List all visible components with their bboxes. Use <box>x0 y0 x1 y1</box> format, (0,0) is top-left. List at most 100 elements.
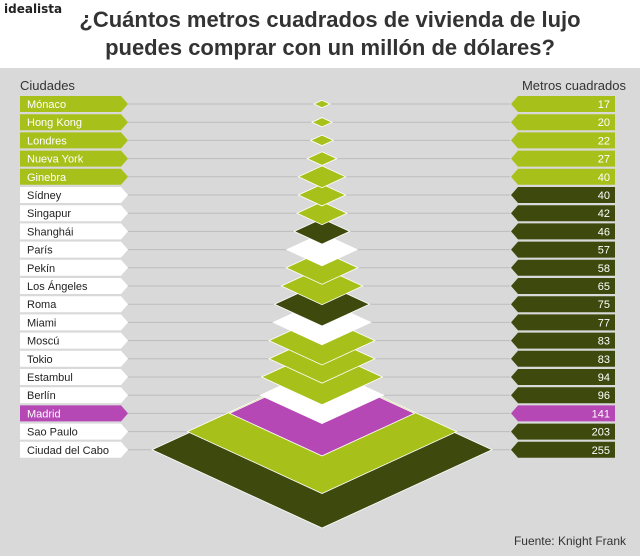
header: idealista ¿Cuántos metros cuadrados de v… <box>0 0 640 68</box>
value-label: 141 <box>592 408 610 420</box>
source-note: Fuente: Knight Frank <box>513 534 626 548</box>
value-label: 94 <box>598 372 610 384</box>
city-label: Pekín <box>27 263 55 275</box>
value-label-box <box>511 369 615 385</box>
city-label-box <box>20 405 128 422</box>
city-label-box <box>20 168 128 185</box>
city-label-box <box>20 96 128 112</box>
pyramid-diamond <box>285 250 359 285</box>
city-label: Miami <box>27 317 56 329</box>
city-label-box <box>20 423 128 440</box>
pyramid-diamond <box>313 99 331 109</box>
value-label: 65 <box>598 281 610 293</box>
city-label-box <box>20 132 128 149</box>
pyramid-diamond <box>311 117 333 128</box>
city-label: París <box>27 245 53 257</box>
city-label: Sídney <box>27 190 62 202</box>
city-label: Los Ángeles <box>27 280 88 293</box>
city-label: Ciudad del Cabo <box>27 445 109 457</box>
city-label-box <box>20 150 128 167</box>
city-label-box <box>20 241 128 258</box>
pyramid-diamond <box>280 266 364 306</box>
city-label-box <box>20 387 128 404</box>
city-label: Ginebra <box>27 172 67 184</box>
value-label: 255 <box>592 445 610 457</box>
value-label: 75 <box>598 299 610 311</box>
city-label: Mónaco <box>27 99 66 111</box>
value-label-box <box>511 96 615 112</box>
city-label-box <box>20 314 128 331</box>
value-label-box <box>511 387 615 404</box>
value-label-box <box>511 132 615 149</box>
city-label: Roma <box>27 299 57 311</box>
city-label: Nueva York <box>27 154 84 166</box>
city-label-box <box>20 205 128 222</box>
city-label: Hong Kong <box>27 117 82 129</box>
value-label: 17 <box>598 99 610 111</box>
city-label: Berlín <box>27 390 56 402</box>
value-label-box <box>511 405 615 422</box>
city-label-box <box>20 441 128 458</box>
value-label-box <box>511 314 615 331</box>
cities-header: Ciudades <box>20 78 75 93</box>
value-label-box <box>511 241 615 258</box>
pyramid-diamond <box>297 165 347 189</box>
value-label-box <box>511 223 615 240</box>
value-label: 203 <box>592 427 610 439</box>
value-label: 20 <box>598 117 610 129</box>
value-label: 22 <box>598 135 610 147</box>
chart-rows: Mónaco 17 Hong Kong 20 Londres 22 Nueva York 27… <box>20 96 615 458</box>
pyramid-diamond <box>293 218 351 245</box>
value-label-box <box>511 114 615 131</box>
city-label: Londres <box>27 135 67 147</box>
pyramid-diamond <box>285 232 359 267</box>
value-label-box <box>511 423 615 440</box>
pyramid-diamond <box>309 134 335 147</box>
value-label-box <box>511 441 615 458</box>
title-line-1: ¿Cuántos metros cuadrados de vivienda de… <box>79 7 581 32</box>
value-label-box <box>511 150 615 167</box>
value-label: 40 <box>598 172 610 184</box>
value-label-box <box>511 205 615 222</box>
value-label: 77 <box>598 317 610 329</box>
city-label-box <box>20 296 128 313</box>
value-label-box <box>511 259 615 276</box>
brand-logo: idealista <box>4 2 63 16</box>
city-label-box <box>20 223 128 240</box>
pyramid-diamond <box>306 151 338 166</box>
value-label: 46 <box>598 226 610 238</box>
city-label-box <box>20 187 128 203</box>
city-label-box <box>20 114 128 131</box>
pyramid-diamond <box>297 183 347 207</box>
square-meters-header: Metros cuadrados <box>521 78 626 93</box>
city-label: Singapur <box>27 208 71 220</box>
value-label: 27 <box>598 154 610 166</box>
title-line-2: puedes comprar con un millón de dólares? <box>105 35 555 60</box>
value-label-box <box>511 278 615 294</box>
chart-title: ¿Cuántos metros cuadrados de vivienda de… <box>30 6 630 62</box>
city-label: Tokio <box>27 354 53 366</box>
value-label: 96 <box>598 390 610 402</box>
value-label-box <box>511 168 615 185</box>
value-label: 58 <box>598 263 610 275</box>
value-label-box <box>511 350 615 367</box>
value-label-box <box>511 187 615 203</box>
city-label: Sao Paulo <box>27 427 78 439</box>
city-label-box <box>20 259 128 276</box>
city-label-box <box>20 332 128 349</box>
city-label-box <box>20 350 128 367</box>
city-label: Estambul <box>27 372 73 384</box>
value-label-box <box>511 296 615 313</box>
city-label-box <box>20 278 128 294</box>
value-label-box <box>511 332 615 349</box>
value-label: 40 <box>598 190 610 202</box>
city-label-box <box>20 369 128 385</box>
value-label: 57 <box>598 245 610 257</box>
value-label: 83 <box>598 354 610 366</box>
city-label: Shanghái <box>27 226 74 238</box>
pyramid-diamond <box>296 201 348 226</box>
pyramid-diamonds <box>151 99 493 529</box>
city-label: Madrid <box>27 408 61 420</box>
value-label: 83 <box>598 336 610 348</box>
